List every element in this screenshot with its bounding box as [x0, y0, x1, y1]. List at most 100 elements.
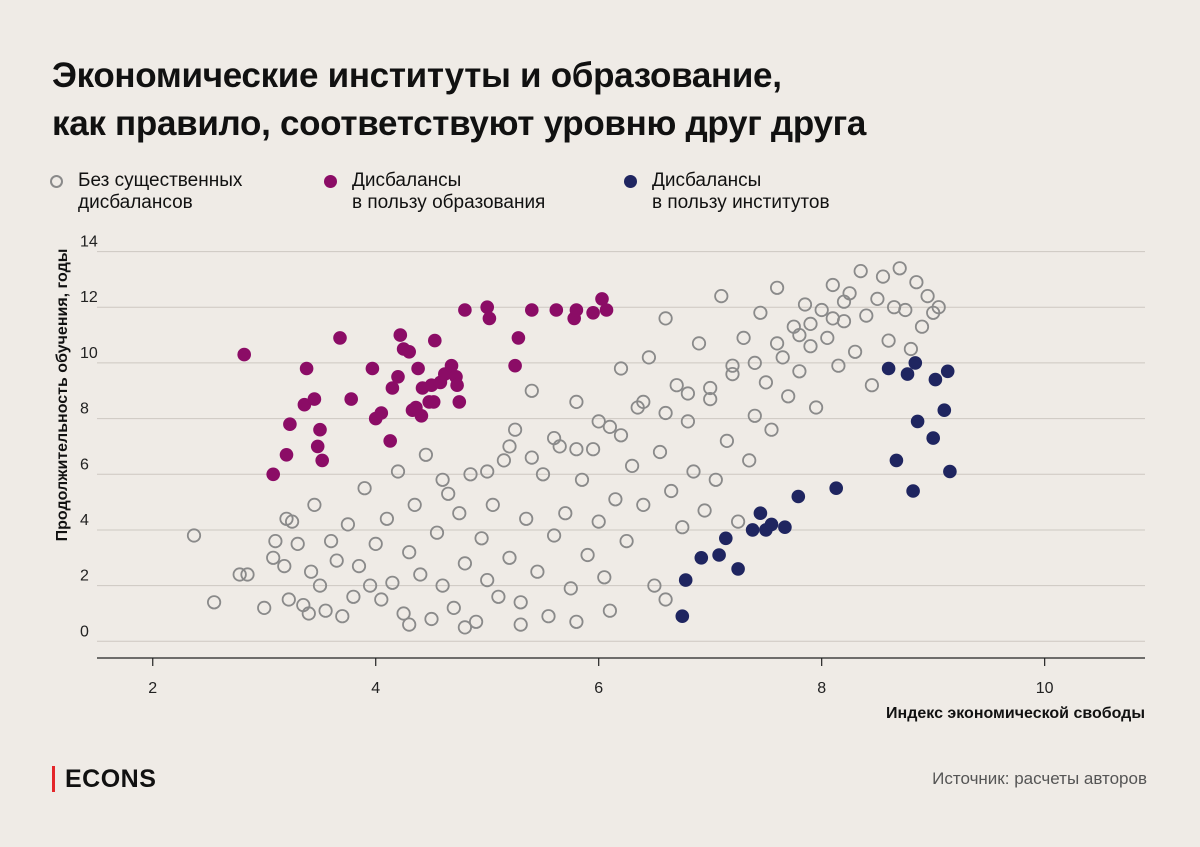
point-institutions-imbalance: [928, 372, 943, 387]
point-no-imbalance: [892, 261, 907, 276]
point-no-imbalance: [441, 486, 456, 501]
point-no-imbalance: [429, 525, 445, 540]
point-institutions-imbalance: [943, 464, 957, 479]
point-no-imbalance: [513, 617, 528, 632]
point-no-imbalance: [374, 592, 389, 607]
point-no-imbalance: [563, 581, 578, 596]
point-no-imbalance: [636, 394, 651, 409]
point-no-imbalance: [619, 533, 634, 549]
point-no-imbalance: [814, 302, 829, 318]
point-no-imbalance: [836, 294, 852, 309]
point-no-imbalance: [725, 358, 740, 373]
x-tick-label: 8: [817, 680, 826, 697]
chart-title-line-1: Экономические институты и образование,: [52, 56, 782, 95]
point-no-imbalance: [864, 378, 880, 393]
point-no-imbalance: [491, 589, 506, 604]
point-no-imbalance: [468, 614, 484, 629]
point-no-imbalance: [870, 291, 885, 306]
y-tick-label: 6: [80, 456, 89, 473]
point-no-imbalance: [686, 464, 701, 479]
point-no-imbalance: [613, 361, 629, 376]
point-education-imbalance: [374, 406, 389, 420]
point-education-imbalance: [458, 303, 472, 317]
point-no-imbalance: [351, 558, 367, 574]
point-no-imbalance: [613, 428, 629, 443]
point-no-imbalance: [775, 350, 790, 365]
point-no-imbalance: [825, 311, 840, 326]
point-institutions-imbalance: [937, 403, 952, 418]
point-institutions-imbalance: [889, 453, 904, 468]
point-no-imbalance: [898, 302, 913, 318]
point-education-imbalance: [482, 311, 497, 326]
point-no-imbalance: [424, 611, 439, 627]
brand-accent-bar: [52, 766, 55, 792]
point-no-imbalance: [558, 506, 573, 521]
point-no-imbalance: [769, 280, 785, 295]
point-no-imbalance: [669, 378, 684, 393]
point-no-imbalance: [232, 567, 247, 582]
point-institutions-imbalance: [731, 562, 745, 576]
point-no-imbalance: [284, 514, 300, 529]
series-institutions-imbalance: [675, 356, 957, 623]
point-no-imbalance: [847, 344, 863, 359]
point-education-imbalance: [333, 331, 347, 345]
point-institutions-imbalance: [791, 489, 806, 504]
point-no-imbalance: [480, 572, 495, 588]
point-institutions-imbalance: [910, 414, 925, 429]
point-no-imbalance: [457, 556, 472, 571]
point-no-imbalance: [658, 311, 673, 326]
y-tick-label: 12: [80, 289, 98, 306]
legend-marker-institutions-imbalance: [624, 175, 637, 188]
point-no-imbalance: [368, 536, 383, 552]
point-no-imbalance: [524, 383, 539, 398]
point-no-imbalance: [602, 419, 618, 434]
point-no-imbalance: [268, 533, 283, 549]
point-no-imbalance: [636, 497, 651, 512]
point-no-imbalance: [402, 617, 417, 632]
point-no-imbalance: [881, 333, 896, 348]
point-no-imbalance: [407, 497, 422, 512]
point-no-imbalance: [257, 600, 272, 616]
legend-marker-education-imbalance: [324, 175, 337, 188]
point-no-imbalance: [803, 316, 818, 331]
point-education-imbalance: [383, 434, 398, 448]
y-tick-label: 14: [80, 234, 98, 251]
point-no-imbalance: [435, 578, 450, 593]
point-no-imbalance: [914, 319, 930, 334]
point-no-imbalance: [480, 464, 495, 479]
point-no-imbalance: [859, 308, 874, 323]
point-no-imbalance: [207, 595, 222, 610]
point-institutions-imbalance: [906, 484, 920, 498]
point-education-imbalance: [313, 422, 327, 437]
point-no-imbalance: [792, 327, 807, 343]
point-no-imbalance: [385, 575, 400, 590]
y-tick-label: 0: [80, 623, 89, 640]
point-institutions-imbalance: [778, 520, 792, 534]
point-education-imbalance: [549, 303, 564, 317]
point-no-imbalance: [641, 350, 657, 365]
point-no-imbalance: [736, 330, 751, 345]
point-no-imbalance: [318, 603, 333, 618]
point-no-imbalance: [664, 483, 679, 499]
legend-label-no-imbalance: Без существенных дисбалансов: [78, 170, 242, 214]
point-no-imbalance: [703, 391, 718, 407]
point-no-imbalance: [307, 497, 322, 512]
point-no-imbalance: [329, 553, 344, 568]
legend-label-institutions-imbalance-line-2: в пользу институтов: [652, 192, 830, 213]
point-no-imbalance: [585, 442, 601, 457]
point-no-imbalance: [186, 528, 202, 543]
point-education-imbalance: [402, 345, 417, 359]
point-no-imbalance: [574, 472, 590, 487]
point-institutions-imbalance: [881, 361, 896, 376]
x-tick-label: 2: [148, 680, 157, 697]
point-institutions-imbalance: [829, 481, 843, 496]
point-no-imbalance: [875, 269, 891, 284]
point-no-imbalance: [903, 341, 919, 357]
point-no-imbalance: [742, 453, 757, 468]
point-education-imbalance: [310, 439, 325, 454]
point-education-imbalance: [508, 358, 522, 373]
y-tick-label: 8: [80, 401, 89, 418]
point-education-imbalance: [385, 381, 400, 395]
point-no-imbalance: [303, 564, 319, 579]
brand-logo: ECONS: [52, 764, 156, 794]
